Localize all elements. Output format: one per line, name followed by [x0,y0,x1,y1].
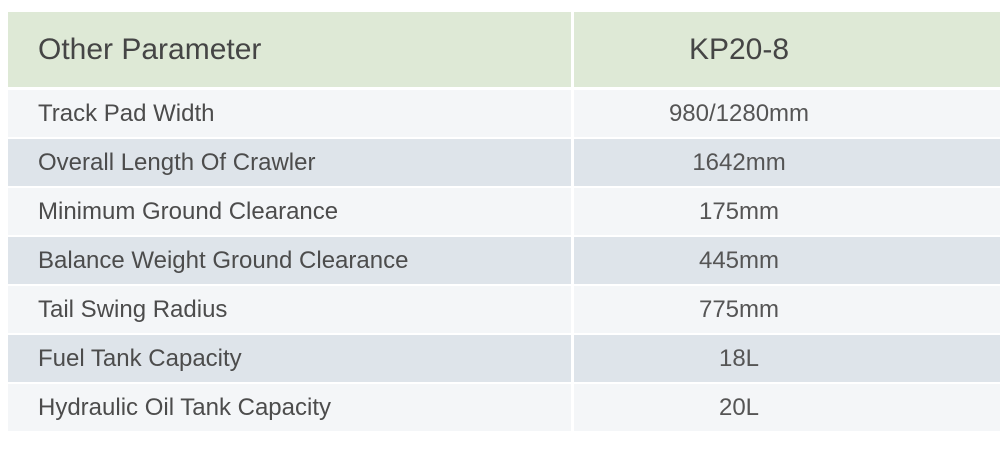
header-parameter-title: Other Parameter [8,12,571,87]
row-value: 18L [574,335,1000,382]
table-row: Hydraulic Oil Tank Capacity 20L [8,384,1000,431]
row-label: Minimum Ground Clearance [8,188,571,235]
row-value: 175mm [574,188,1000,235]
row-value: 445mm [574,237,1000,284]
row-label: Hydraulic Oil Tank Capacity [8,384,571,431]
row-value: 980/1280mm [574,90,1000,137]
table-row: Fuel Tank Capacity 18L [8,335,1000,382]
table-row: Overall Length Of Crawler 1642mm [8,139,1000,186]
table-row: Balance Weight Ground Clearance 445mm [8,237,1000,284]
spec-table: Other Parameter KP20-8 Track Pad Width 9… [8,12,1000,431]
table-row: Minimum Ground Clearance 175mm [8,188,1000,235]
row-label: Fuel Tank Capacity [8,335,571,382]
table-row: Tail Swing Radius 775mm [8,286,1000,333]
row-value: 20L [574,384,1000,431]
row-label: Tail Swing Radius [8,286,571,333]
header-model-name: KP20-8 [574,12,1000,87]
row-value: 1642mm [574,139,1000,186]
row-value: 775mm [574,286,1000,333]
table-header-row: Other Parameter KP20-8 [8,12,1000,87]
row-label: Track Pad Width [8,90,571,137]
row-label: Overall Length Of Crawler [8,139,571,186]
table-row: Track Pad Width 980/1280mm [8,90,1000,137]
row-label: Balance Weight Ground Clearance [8,237,571,284]
